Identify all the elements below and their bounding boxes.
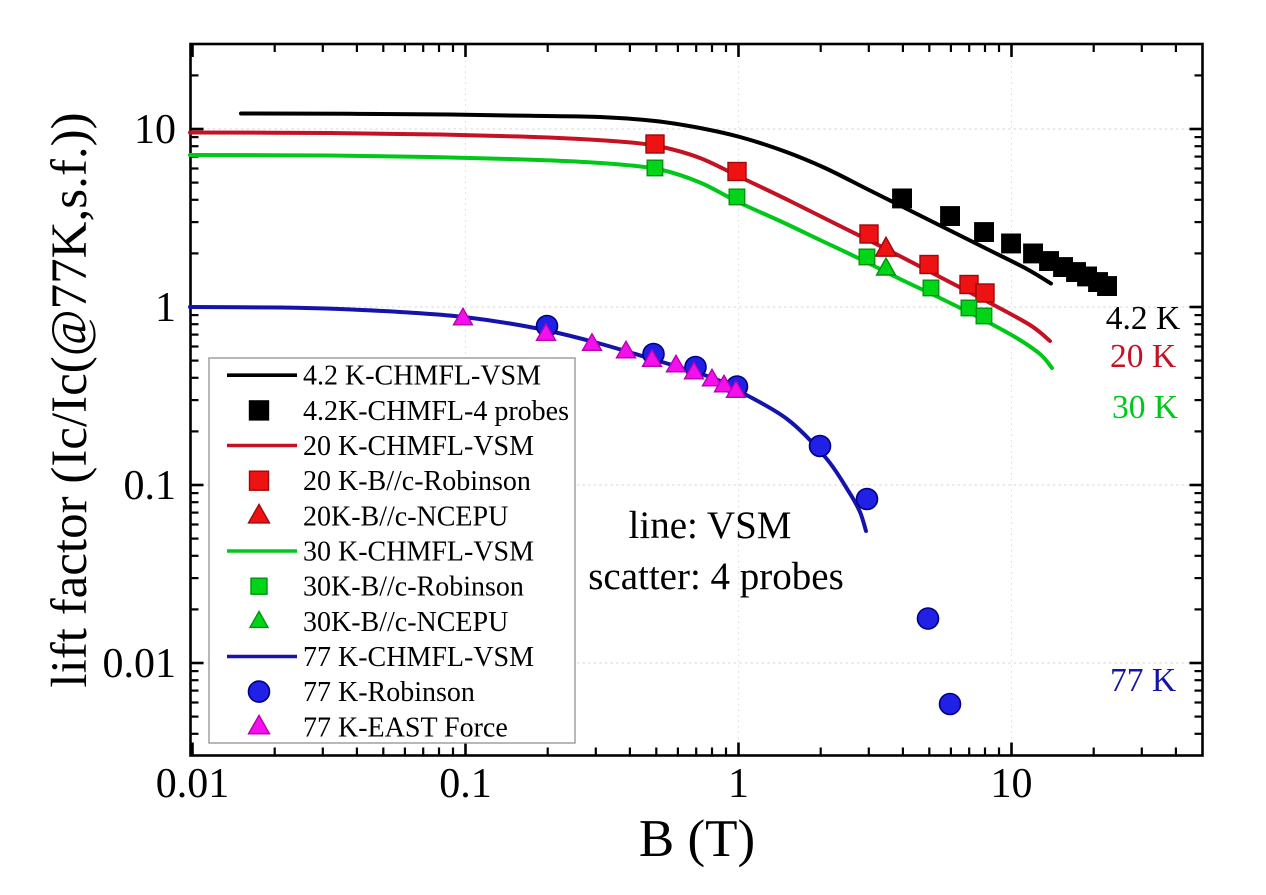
svg-text:4.2K-CHMFL-4 probes: 4.2K-CHMFL-4 probes <box>303 396 569 427</box>
svg-text:30 K-CHMFL-VSM: 30 K-CHMFL-VSM <box>303 537 534 568</box>
svg-text:0.1: 0.1 <box>439 761 492 807</box>
svg-text:10: 10 <box>134 107 176 153</box>
svg-text:lift factor (Ic/Ic(@77K,s.f.)): lift factor (Ic/Ic(@77K,s.f.)) <box>42 112 98 687</box>
svg-text:77 K-CHMFL-VSM: 77 K-CHMFL-VSM <box>303 642 534 673</box>
svg-text:20 K-CHMFL-VSM: 20 K-CHMFL-VSM <box>303 431 534 462</box>
svg-text:0.01: 0.01 <box>156 761 230 807</box>
svg-text:scatter: 4 probes: scatter: 4 probes <box>588 555 844 598</box>
svg-text:30 K: 30 K <box>1112 389 1178 426</box>
svg-text:20K-B//c-NCEPU: 20K-B//c-NCEPU <box>303 501 508 532</box>
svg-text:1: 1 <box>728 761 749 807</box>
svg-text:line: VSM: line: VSM <box>629 504 792 547</box>
svg-text:0.1: 0.1 <box>124 463 177 509</box>
svg-text:20 K-B//c-Robinson: 20 K-B//c-Robinson <box>303 466 531 497</box>
svg-text:0.01: 0.01 <box>103 641 177 687</box>
svg-text:10: 10 <box>991 761 1033 807</box>
svg-text:4.2 K: 4.2 K <box>1106 300 1180 337</box>
svg-text:77 K-Robinson: 77 K-Robinson <box>303 677 475 708</box>
svg-text:1: 1 <box>155 285 176 331</box>
svg-text:77 K-EAST Force: 77 K-EAST Force <box>303 712 508 743</box>
svg-text:4.2 K-CHMFL-VSM: 4.2 K-CHMFL-VSM <box>303 361 541 392</box>
svg-text:20 K: 20 K <box>1110 338 1176 375</box>
svg-text:30K-B//c-Robinson: 30K-B//c-Robinson <box>303 572 524 603</box>
svg-text:30K-B//c-NCEPU: 30K-B//c-NCEPU <box>303 607 508 638</box>
svg-text:77 K: 77 K <box>1110 662 1176 699</box>
svg-text:B (T): B (T) <box>639 810 755 868</box>
